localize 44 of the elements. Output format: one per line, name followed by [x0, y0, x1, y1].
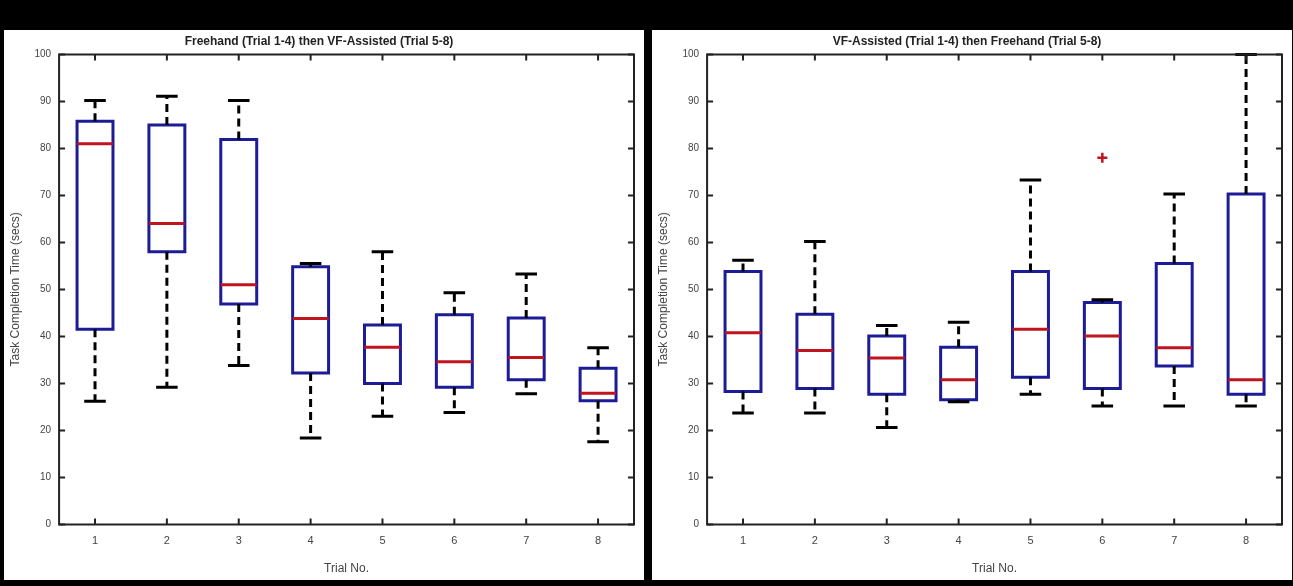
x-tick-label: 8 — [595, 534, 602, 547]
x-axis-title: Trial No. — [324, 561, 369, 576]
y-tick-label: 30 — [39, 377, 52, 389]
y-tick-label: 50 — [39, 283, 52, 295]
x-tick-label: 1 — [91, 534, 99, 547]
y-tick-label: 40 — [39, 330, 52, 342]
x-tick-label: 7 — [523, 534, 530, 547]
y-axis-title: Task Completion Time (secs) — [655, 212, 670, 367]
y-tick-label: 10 — [39, 471, 52, 483]
x-tick-label: 4 — [955, 534, 962, 547]
chart-title: VF-Assisted (Trial 1-4) then Freehand (Trial 5-8) — [832, 33, 1102, 48]
y-tick-label: 90 — [687, 95, 700, 107]
x-tick-label: 2 — [163, 534, 170, 547]
y-tick-label: 60 — [687, 236, 700, 248]
y-tick-label: 0 — [45, 518, 52, 530]
y-tick-label: 100 — [34, 48, 52, 60]
y-tick-label: 40 — [687, 330, 700, 342]
x-tick-label: 4 — [307, 534, 314, 547]
y-tick-label: 70 — [39, 189, 52, 201]
y-tick-label: 20 — [687, 424, 700, 436]
x-tick-label: 5 — [379, 534, 386, 547]
y-tick-label: 0 — [693, 518, 700, 530]
x-tick-label: 6 — [1099, 534, 1106, 547]
x-tick-label: 3 — [883, 534, 890, 547]
y-tick-label: 80 — [39, 142, 52, 154]
x-axis-title: Trial No. — [972, 561, 1017, 576]
x-tick-label: 2 — [811, 534, 818, 547]
chart-title: Freehand (Trial 1-4) then VF-Assisted (Trial 5-8) — [184, 33, 454, 48]
y-tick-label: 50 — [687, 283, 700, 295]
y-tick-label: 60 — [39, 236, 52, 248]
x-tick-label: 5 — [1027, 534, 1034, 547]
x-tick-label: 3 — [235, 534, 242, 547]
x-tick-label: 7 — [1171, 534, 1178, 547]
y-tick-label: 90 — [39, 95, 52, 107]
x-tick-label: 6 — [451, 534, 458, 547]
y-tick-label: 100 — [682, 48, 700, 60]
y-axis-title: Task Completion Time (secs) — [7, 212, 22, 367]
y-tick-label: 70 — [687, 189, 700, 201]
x-tick-label: 8 — [1243, 534, 1250, 547]
x-tick-label: 1 — [739, 534, 747, 547]
y-tick-label: 20 — [39, 424, 52, 436]
y-tick-label: 80 — [687, 142, 700, 154]
y-tick-label: 30 — [687, 377, 700, 389]
y-tick-label: 10 — [687, 471, 700, 483]
